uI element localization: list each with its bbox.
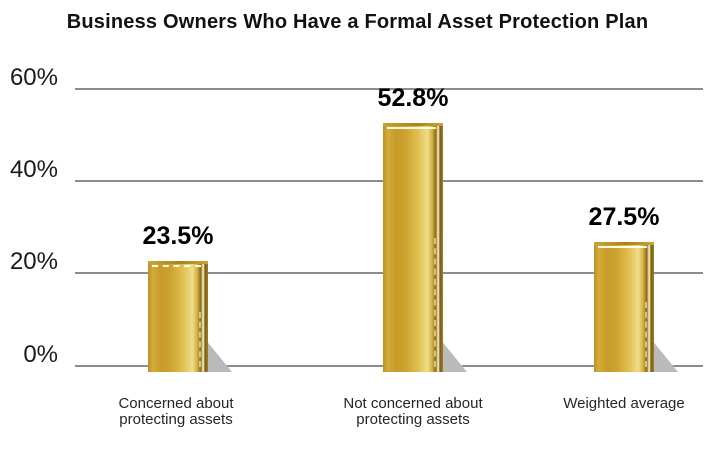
bar-shadow [651, 339, 678, 372]
bar-value-label: 52.8% [377, 84, 449, 112]
x-axis-category-label: Not concerned about protecting assets [343, 395, 483, 428]
x-axis-category-label: Concerned about protecting assets [118, 395, 234, 428]
bar [148, 261, 208, 372]
bar [383, 123, 443, 372]
y-tick-label-20: 20% [9, 248, 58, 275]
bar-highlight-line [199, 312, 201, 367]
bar [594, 242, 654, 372]
bar-highlight-line [645, 301, 647, 367]
bar-highlight-line [434, 237, 436, 367]
y-tick-label-0: 0% [23, 341, 58, 368]
chart-title: Business Owners Who Have a Formal Asset … [66, 11, 649, 33]
bar-value-label: 23.5% [142, 222, 214, 250]
bar-value-label: 27.5% [588, 203, 660, 231]
bar-shadow [205, 339, 232, 372]
y-tick-label-60: 60% [9, 64, 58, 91]
bar-shadow [440, 339, 467, 372]
gridline-60 [75, 88, 703, 90]
y-tick-label-40: 40% [9, 156, 58, 183]
x-axis-category-label: Weighted average [563, 395, 685, 412]
